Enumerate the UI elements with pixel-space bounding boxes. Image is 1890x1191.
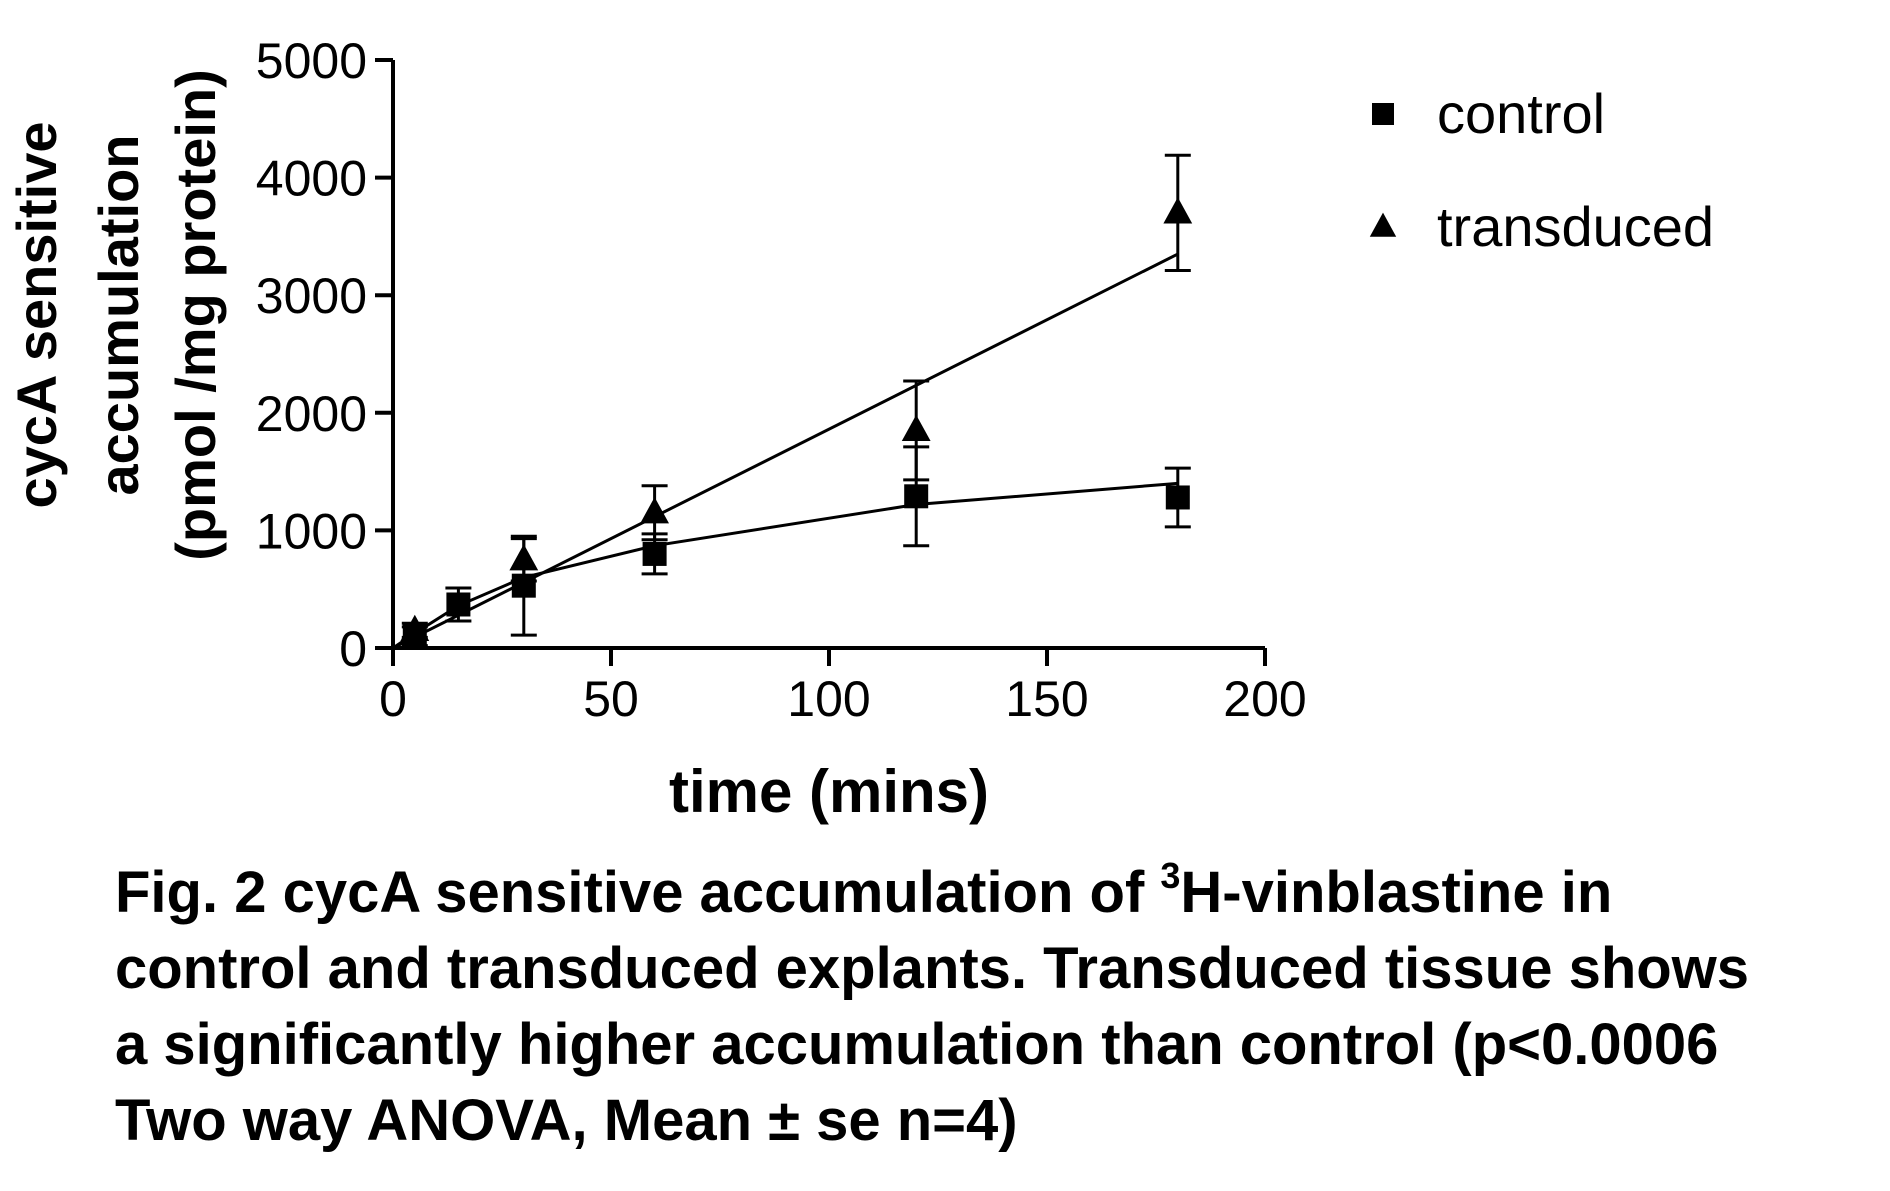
- legend-marker-transduced: [1369, 212, 1397, 237]
- caption-text: Fig. 2 cycA sensitive accumulation of: [115, 860, 1161, 925]
- data-point-control: [904, 484, 929, 509]
- x-tick-label: 100: [787, 671, 870, 727]
- data-point-transduced: [640, 497, 669, 524]
- data-point-transduced: [509, 544, 539, 571]
- y-tick-label: 1000: [256, 503, 367, 559]
- data-point-control: [511, 573, 536, 598]
- y-axis-label: cycA sensitive accumulation (pmol /mg prot…: [5, 69, 227, 561]
- y-tick-label: 4000: [256, 151, 367, 207]
- legend-label-transduced: transduced: [1437, 195, 1714, 258]
- caption-superscript: 3: [1160, 855, 1181, 896]
- fit-line-control: [392, 481, 1178, 650]
- x-tick-label: 150: [1005, 671, 1088, 727]
- data-point-control: [642, 541, 667, 566]
- x-ticks: 0 50 100 150 200: [379, 648, 1307, 727]
- legend-marker-control: [1372, 103, 1394, 125]
- data-point-control: [1165, 485, 1190, 510]
- fit-line-transduced: [392, 252, 1179, 650]
- y-tick-label: 3000: [256, 268, 367, 324]
- data-point-transduced: [1163, 197, 1193, 224]
- fit-lines: [392, 252, 1179, 650]
- x-tick-label: 50: [583, 671, 639, 727]
- data-markers: [400, 197, 1193, 649]
- caption-text: H-vinblastine in: [1180, 860, 1613, 925]
- data-point-transduced: [901, 414, 931, 442]
- y-axis-label-line: (pmol /mg protein): [164, 69, 227, 561]
- legend: control transduced: [1369, 82, 1714, 258]
- legend-label-control: control: [1437, 82, 1605, 145]
- y-ticks: 0 1000 2000 3000 4000 5000: [256, 33, 393, 677]
- x-tick-label: 200: [1223, 671, 1306, 727]
- y-tick-label: 0: [339, 621, 367, 677]
- error-bars: [401, 153, 1191, 648]
- y-axis-label-line: cycA sensitive: [5, 121, 68, 508]
- y-tick-label: 5000: [256, 33, 367, 89]
- y-axis-label-line: accumulation: [87, 135, 150, 496]
- caption-line-4: Two way ANOVA, Mean ± se n=4): [115, 1088, 1018, 1153]
- figure-caption: Fig. 2 cycA sensitive accumulation of 3H…: [115, 855, 1875, 1159]
- x-tick-label: 0: [379, 671, 407, 727]
- caption-line-3: a significantly higher accumulation than…: [115, 1012, 1719, 1077]
- data-point-control: [446, 592, 471, 617]
- caption-line-1: Fig. 2 cycA sensitive accumulation of 3H…: [115, 855, 1875, 931]
- caption-line-2: control and transduced explants. Transdu…: [115, 936, 1750, 1001]
- x-axis-label: time (mins): [669, 758, 989, 825]
- y-tick-label: 2000: [256, 386, 367, 442]
- data-point-control: [402, 624, 427, 649]
